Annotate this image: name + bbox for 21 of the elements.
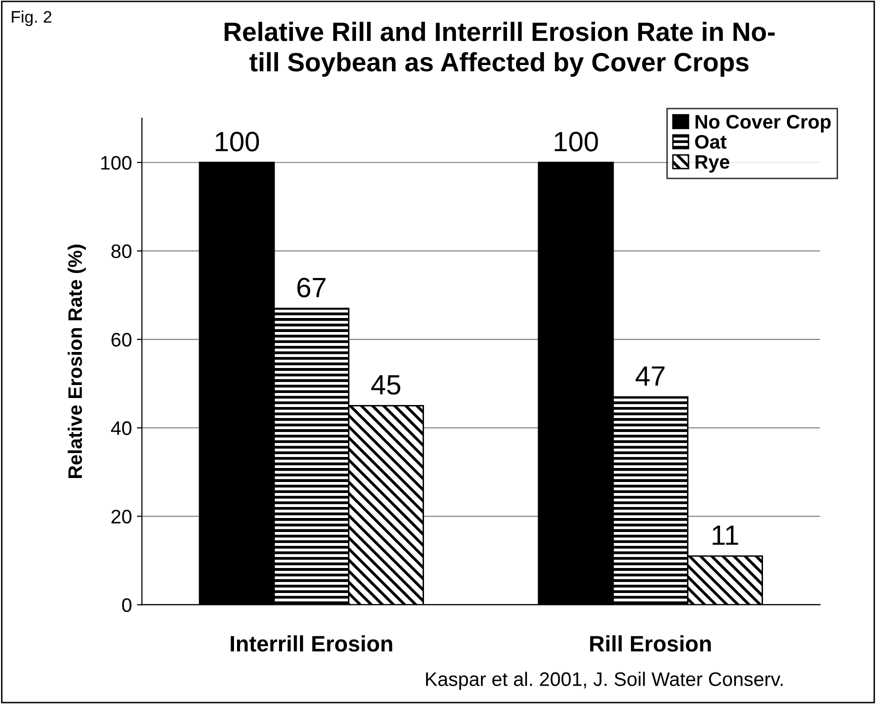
- text: Kaspar et al. 2001, J. Soil Water Conserv.: [426, 672, 783, 690]
- data-label: 11: [712, 526, 738, 545]
- y-tick-label: 80: [111, 244, 132, 258]
- y-tick-label: 0: [122, 598, 132, 612]
- data-label: 45: [371, 375, 400, 395]
- caption: Fig. 2: [12, 10, 52, 26]
- x-tick-label: Rill Erosion: [590, 635, 711, 652]
- legend-label: No Cover Crop: [696, 114, 831, 132]
- data-label: 100: [554, 132, 598, 152]
- legend-label: Rye: [696, 155, 730, 173]
- data-label: 67: [297, 278, 326, 298]
- x-tick-label: Interrill Erosion: [230, 635, 392, 652]
- chart-title: Relative Rill and Interrill Erosion Rate in No- till Soybean as Affected by Cover Crops: [224, 22, 775, 77]
- data-label: 47: [636, 366, 664, 386]
- y-tick-label: 60: [112, 332, 132, 347]
- legend-label: Oat: [695, 134, 726, 149]
- y-tick-label: 20: [112, 510, 132, 524]
- y-tick-label: 100: [101, 156, 132, 170]
- data-label: 100: [216, 132, 259, 152]
- y-tick-label: 40: [111, 421, 132, 436]
- y-axis-title: Relative Erosion Rate (%): [68, 244, 86, 478]
